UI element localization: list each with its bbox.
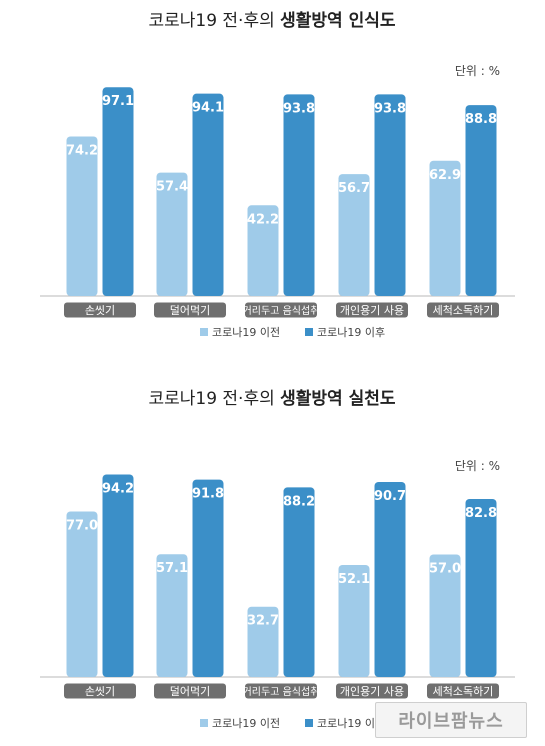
legend-label: 코로나19 이후 [317, 717, 385, 730]
legend-label: 코로나19 이후 [317, 326, 385, 339]
category-label: 세척소독하기 [433, 684, 494, 698]
category-pill [336, 683, 408, 699]
category-pill [245, 683, 317, 699]
category-label: 손씻기 [85, 685, 115, 698]
bar [102, 474, 134, 677]
data-label: 97.1 [102, 94, 134, 109]
bar [374, 94, 406, 296]
category-label: 덜어먹기 [170, 685, 210, 698]
category-label: 거리두고 음식섭취 [243, 686, 320, 698]
category-label: 거리두고 음식섭취 [243, 305, 320, 317]
data-label: 32.7 [247, 614, 279, 629]
bar [338, 174, 370, 296]
legend-swatch [305, 328, 313, 336]
bar [465, 498, 497, 677]
data-label: 56.7 [338, 181, 370, 196]
data-label: 93.8 [374, 101, 406, 116]
bar [429, 554, 461, 677]
chart-title: 코로나19 전·후의 생활방역 실천도 [148, 388, 395, 409]
data-label: 77.0 [66, 518, 98, 533]
category-label: 개인용기 사용 [340, 304, 404, 317]
data-label: 57.4 [156, 180, 188, 195]
unit-label: 단위 : % [455, 64, 500, 78]
bar [283, 487, 315, 677]
unit-label: 단위 : % [455, 459, 500, 473]
bar [247, 205, 279, 296]
data-label: 94.2 [102, 481, 134, 496]
category-pill [245, 302, 317, 318]
data-label: 93.8 [283, 101, 315, 116]
category-label: 덜어먹기 [170, 304, 210, 317]
data-label: 88.2 [283, 494, 315, 509]
data-label: 57.0 [429, 561, 461, 576]
bar [192, 93, 224, 296]
category-label: 개인용기 사용 [340, 685, 404, 698]
bar [465, 105, 497, 296]
data-label: 62.9 [429, 168, 461, 183]
bar [156, 172, 188, 296]
bar [66, 136, 98, 296]
category-pill [64, 683, 136, 699]
data-label: 94.1 [192, 101, 224, 116]
data-label: 90.7 [374, 489, 406, 504]
category-pill [154, 683, 226, 699]
legend-swatch [200, 328, 208, 336]
legend-label: 코로나19 이전 [212, 326, 280, 339]
data-label: 82.8 [465, 506, 497, 521]
category-pill [427, 683, 499, 699]
category-pill [64, 302, 136, 318]
bar [66, 511, 98, 677]
category-pill [154, 302, 226, 318]
bar [192, 479, 224, 677]
category-pill [427, 302, 499, 318]
bar [247, 606, 279, 677]
data-label: 57.1 [156, 561, 188, 576]
category-label: 손씻기 [85, 304, 115, 317]
bar [338, 564, 370, 677]
legend-label: 코로나19 이전 [212, 717, 280, 730]
data-label: 42.2 [247, 212, 279, 227]
data-label: 52.1 [338, 572, 370, 587]
data-label: 91.8 [192, 487, 224, 502]
bar [156, 554, 188, 677]
bar [283, 94, 315, 296]
bar [374, 481, 406, 677]
data-label: 88.8 [465, 112, 497, 127]
bar [102, 87, 134, 296]
chart-title: 코로나19 전·후의 생활방역 인식도 [148, 10, 395, 31]
legend-swatch [305, 719, 313, 727]
legend-swatch [200, 719, 208, 727]
bar [429, 160, 461, 296]
category-pill [336, 302, 408, 318]
category-label: 세척소독하기 [433, 303, 494, 317]
data-label: 74.2 [66, 143, 98, 158]
watermark-logo: 라이브팜뉴스 [375, 702, 527, 738]
